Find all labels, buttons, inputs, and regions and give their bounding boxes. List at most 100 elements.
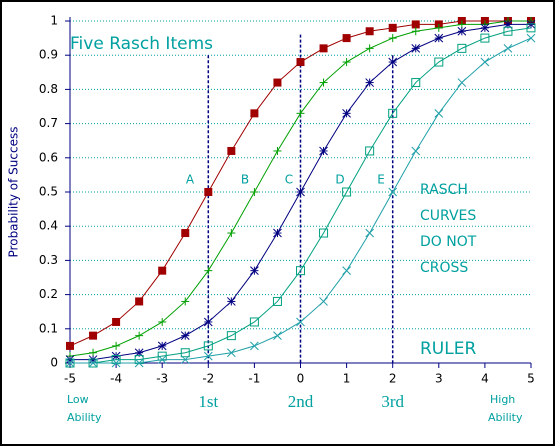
marker bbox=[388, 34, 397, 43]
y-tick-label: 0.7 bbox=[39, 116, 58, 130]
marker bbox=[250, 341, 259, 351]
annotation: RASCH bbox=[420, 182, 468, 198]
marker bbox=[203, 341, 213, 351]
marker bbox=[273, 78, 282, 87]
marker bbox=[65, 358, 75, 368]
ruler-tick-label: 1st bbox=[198, 392, 218, 411]
marker bbox=[365, 146, 375, 156]
marker bbox=[272, 296, 282, 306]
low-label: Low bbox=[67, 393, 89, 406]
marker bbox=[365, 78, 375, 87]
marker bbox=[273, 331, 282, 340]
marker bbox=[319, 146, 328, 156]
marker bbox=[134, 358, 144, 368]
marker bbox=[180, 355, 190, 364]
marker bbox=[89, 331, 98, 340]
ruler-tick-label: 3rd bbox=[381, 392, 404, 411]
marker bbox=[342, 187, 352, 197]
series-label: E bbox=[377, 173, 385, 187]
series-label: B bbox=[241, 173, 249, 187]
y-tick-label: 0.3 bbox=[39, 253, 58, 267]
y-tick-label: 0.8 bbox=[39, 82, 58, 96]
marker bbox=[226, 348, 236, 358]
x-tick-label: 5 bbox=[527, 372, 535, 386]
marker bbox=[388, 187, 398, 197]
high-label: Ability bbox=[488, 411, 523, 424]
marker bbox=[411, 27, 420, 36]
marker bbox=[457, 26, 467, 36]
y-axis-label: Probability of Success bbox=[7, 127, 21, 258]
marker bbox=[226, 331, 236, 341]
marker bbox=[250, 109, 259, 118]
annotation: CROSS bbox=[420, 260, 468, 276]
marker bbox=[434, 33, 444, 43]
marker bbox=[273, 146, 282, 155]
marker bbox=[66, 341, 74, 350]
marker bbox=[434, 57, 444, 67]
marker bbox=[411, 20, 420, 29]
y-tick-label: 0.1 bbox=[39, 321, 58, 335]
x-tick-label: 1 bbox=[343, 372, 351, 386]
marker bbox=[157, 355, 167, 364]
x-tick-label: -5 bbox=[64, 372, 76, 386]
marker bbox=[319, 44, 328, 53]
marker bbox=[180, 331, 190, 340]
marker bbox=[388, 57, 398, 67]
marker bbox=[480, 57, 490, 67]
x-tick-label: 3 bbox=[435, 372, 443, 386]
marker bbox=[250, 266, 259, 276]
x-tick-label: -2 bbox=[202, 372, 214, 386]
marker bbox=[181, 229, 190, 238]
marker bbox=[365, 44, 374, 53]
marker bbox=[503, 26, 513, 36]
marker bbox=[388, 108, 398, 118]
marker bbox=[158, 317, 167, 326]
marker bbox=[112, 341, 121, 350]
marker bbox=[181, 297, 190, 306]
marker bbox=[65, 355, 75, 364]
marker bbox=[111, 358, 121, 368]
marker bbox=[135, 297, 144, 306]
marker bbox=[227, 146, 236, 155]
marker bbox=[319, 228, 329, 238]
marker bbox=[296, 266, 305, 276]
marker bbox=[89, 348, 98, 357]
high-label: High bbox=[490, 393, 515, 406]
chart-title: Five Rasch Items bbox=[70, 34, 213, 54]
series-label: A bbox=[186, 173, 195, 187]
marker bbox=[411, 44, 421, 53]
annotation: DO NOT bbox=[420, 234, 477, 250]
marker bbox=[296, 109, 305, 118]
marker bbox=[388, 23, 397, 32]
marker bbox=[112, 317, 121, 326]
marker bbox=[227, 229, 236, 238]
marker bbox=[526, 23, 536, 33]
marker bbox=[204, 266, 213, 275]
marker bbox=[111, 351, 121, 361]
ruler-label: RULER bbox=[420, 339, 476, 359]
x-tick-label: 2 bbox=[389, 372, 397, 386]
ruler-tick-label: 2nd bbox=[288, 392, 314, 411]
marker bbox=[411, 78, 421, 88]
y-tick-label: 1 bbox=[50, 14, 58, 28]
marker bbox=[203, 317, 213, 327]
series-line bbox=[70, 27, 532, 364]
marker bbox=[526, 20, 536, 29]
marker bbox=[157, 341, 167, 351]
marker bbox=[226, 297, 236, 306]
annotation: CURVES bbox=[420, 208, 476, 224]
marker bbox=[249, 317, 259, 327]
marker bbox=[250, 188, 259, 196]
marker bbox=[88, 358, 98, 368]
marker bbox=[526, 33, 536, 43]
marker bbox=[342, 58, 351, 67]
marker bbox=[342, 266, 351, 276]
marker bbox=[365, 228, 375, 238]
marker bbox=[203, 351, 213, 361]
marker bbox=[457, 20, 466, 29]
y-tick-label: 0.6 bbox=[39, 150, 58, 164]
marker bbox=[296, 187, 305, 197]
marker bbox=[434, 108, 444, 118]
